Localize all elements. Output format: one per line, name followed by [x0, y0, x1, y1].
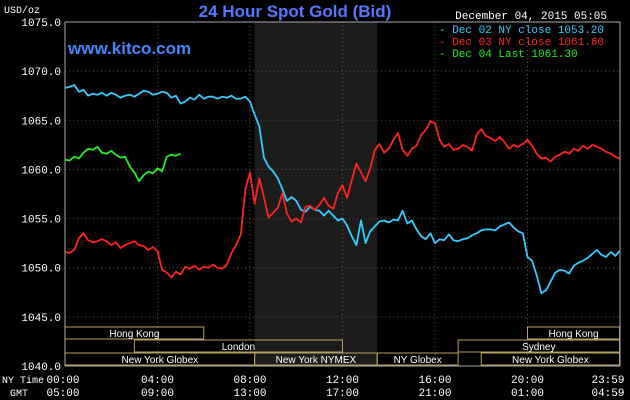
session-label: NY Globex — [394, 355, 442, 366]
y-tick-label: 1065.0 — [21, 116, 61, 128]
session-box — [376, 352, 459, 366]
session-box — [133, 339, 343, 353]
gmt-tick: 21:00 — [418, 388, 451, 400]
y-tick-label: 1075.0 — [21, 18, 61, 30]
chart-date: December 04, 2015 05:05 — [455, 11, 607, 23]
gmt-tick: 09:00 — [141, 388, 174, 400]
chart-title: 24 Hour Spot Gold (Bid) — [199, 2, 392, 21]
y-tick-label: 1045.0 — [21, 313, 61, 325]
gmt-row-label: GMT — [10, 389, 28, 400]
session-label: New York Globex — [121, 355, 198, 366]
y-tick-label: 1040.0 — [21, 362, 61, 374]
session-label: Hong Kong — [548, 329, 598, 340]
legend-entry-dec03: - Dec 03 NY close 1061.60 — [439, 37, 604, 49]
plot-frame — [64, 21, 621, 367]
gmt-tick: 04:59 — [591, 388, 624, 400]
session-label: Hong Kong — [109, 329, 159, 340]
y-tick-label: 1055.0 — [21, 215, 61, 227]
series-line-0 — [64, 84, 621, 295]
y-tick-label: 1060.0 — [21, 165, 61, 177]
ny-time-tick: 00:00 — [46, 375, 79, 387]
ny-time-tick: 23:59 — [591, 375, 624, 387]
legend-entry-dec04: - Dec 04 Last 1061.30 — [439, 49, 578, 61]
y-tick-label: 1050.0 — [21, 264, 61, 276]
ny-time-tick: 12:00 — [326, 375, 359, 387]
gmt-tick: 01:00 — [511, 388, 544, 400]
y-tick-label: 1070.0 — [21, 67, 61, 79]
legend-entry-dec02: - Dec 02 NY close 1053.20 — [439, 25, 604, 37]
series-line-1 — [64, 120, 620, 279]
nymex-session-shade — [254, 22, 378, 366]
ny-time-tick: 16:00 — [418, 375, 451, 387]
session-label: New York Globex — [512, 355, 589, 366]
session-label: London — [222, 342, 255, 353]
session-label: Sydney — [522, 342, 555, 353]
ny-time-tick: 04:00 — [141, 375, 174, 387]
market-sessions: Hong Kong Hong Kong London Sydney New York G… — [64, 326, 621, 366]
ny-time-tick: 20:00 — [511, 375, 544, 387]
price-series — [64, 84, 621, 295]
session-label: New York NYMEX — [276, 355, 357, 366]
series-line-2 — [64, 145, 181, 183]
unit-label: USD/oz — [4, 5, 40, 17]
ny-time-row-label: NY Time — [2, 375, 44, 387]
gmt-tick: 13:00 — [233, 388, 266, 400]
ny-time-tick: 08:00 — [233, 375, 266, 387]
watermark-url: www.kitco.com — [67, 39, 191, 58]
gmt-tick: 17:00 — [326, 388, 359, 400]
y-axis-ticks: 1075.0 1070.0 1065.0 1060.0 1055.0 1050.0 1045… — [21, 18, 61, 374]
gmt-tick: 05:00 — [46, 388, 79, 400]
